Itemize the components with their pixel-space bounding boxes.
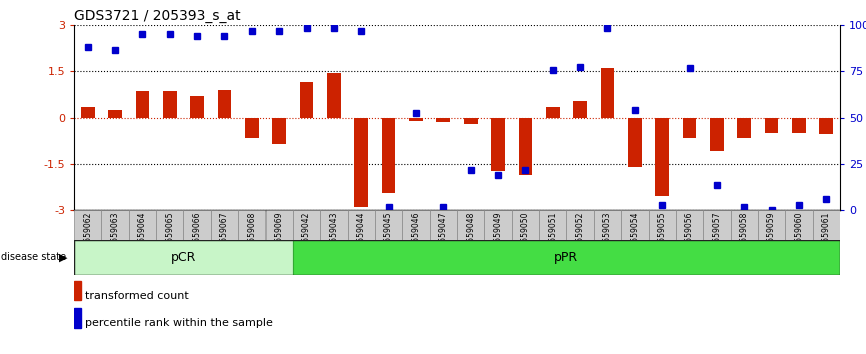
Text: GSM559064: GSM559064 bbox=[138, 211, 147, 258]
Text: GDS3721 / 205393_s_at: GDS3721 / 205393_s_at bbox=[74, 8, 241, 23]
Bar bbox=[300, 82, 313, 118]
Bar bbox=[539, 210, 566, 240]
Bar bbox=[74, 240, 293, 275]
Bar bbox=[573, 101, 587, 118]
Text: GSM559059: GSM559059 bbox=[767, 211, 776, 258]
Bar bbox=[491, 118, 505, 171]
Bar bbox=[293, 210, 320, 240]
Bar bbox=[409, 118, 423, 121]
Bar bbox=[217, 90, 231, 118]
Bar bbox=[731, 210, 758, 240]
Bar bbox=[436, 118, 450, 122]
Bar bbox=[74, 281, 81, 300]
Text: pPR: pPR bbox=[554, 251, 578, 264]
Bar bbox=[703, 210, 731, 240]
Text: GSM559065: GSM559065 bbox=[165, 211, 174, 258]
Bar bbox=[74, 210, 101, 240]
Bar bbox=[184, 210, 210, 240]
Bar bbox=[293, 240, 840, 275]
Bar bbox=[347, 210, 375, 240]
Text: GSM559062: GSM559062 bbox=[83, 211, 92, 258]
Bar bbox=[327, 73, 340, 118]
Bar bbox=[621, 210, 649, 240]
Bar bbox=[403, 210, 430, 240]
Text: GSM559049: GSM559049 bbox=[494, 211, 502, 258]
Text: disease state: disease state bbox=[1, 252, 66, 263]
Text: GSM559061: GSM559061 bbox=[822, 211, 830, 258]
Text: transformed count: transformed count bbox=[86, 291, 189, 301]
Text: GSM559042: GSM559042 bbox=[302, 211, 311, 258]
Text: GSM559047: GSM559047 bbox=[439, 211, 448, 258]
Text: GSM559044: GSM559044 bbox=[357, 211, 365, 258]
Text: GSM559060: GSM559060 bbox=[794, 211, 804, 258]
Bar bbox=[649, 210, 675, 240]
Text: GSM559046: GSM559046 bbox=[411, 211, 421, 258]
Text: GSM559069: GSM559069 bbox=[275, 211, 284, 258]
Text: GSM559055: GSM559055 bbox=[657, 211, 667, 258]
Bar bbox=[594, 210, 621, 240]
Text: GSM559068: GSM559068 bbox=[248, 211, 256, 258]
Bar bbox=[354, 118, 368, 207]
Bar bbox=[191, 96, 204, 118]
Bar bbox=[601, 68, 614, 118]
Bar bbox=[129, 210, 156, 240]
Bar bbox=[464, 118, 477, 124]
Bar bbox=[382, 118, 396, 193]
Bar bbox=[457, 210, 484, 240]
Text: GSM559058: GSM559058 bbox=[740, 211, 749, 258]
Text: GSM559056: GSM559056 bbox=[685, 211, 694, 258]
Bar bbox=[812, 210, 840, 240]
Text: GSM559051: GSM559051 bbox=[548, 211, 557, 258]
Bar bbox=[238, 210, 266, 240]
Bar bbox=[81, 107, 94, 118]
Bar bbox=[682, 118, 696, 138]
Text: GSM559066: GSM559066 bbox=[192, 211, 202, 258]
Text: GSM559067: GSM559067 bbox=[220, 211, 229, 258]
Bar bbox=[758, 210, 785, 240]
Bar bbox=[245, 118, 259, 138]
Bar bbox=[101, 210, 129, 240]
Bar bbox=[546, 107, 559, 118]
Bar bbox=[210, 210, 238, 240]
Bar bbox=[484, 210, 512, 240]
Bar bbox=[375, 210, 403, 240]
Bar bbox=[156, 210, 184, 240]
Bar bbox=[320, 210, 347, 240]
Text: GSM559054: GSM559054 bbox=[630, 211, 639, 258]
Bar bbox=[108, 110, 122, 118]
Bar bbox=[628, 118, 642, 167]
Text: percentile rank within the sample: percentile rank within the sample bbox=[86, 318, 273, 328]
Text: GSM559045: GSM559045 bbox=[385, 211, 393, 258]
Bar bbox=[519, 118, 533, 175]
Text: pCR: pCR bbox=[171, 251, 196, 264]
Text: GSM559063: GSM559063 bbox=[111, 211, 120, 258]
Bar bbox=[765, 118, 779, 133]
Text: GSM559057: GSM559057 bbox=[713, 211, 721, 258]
Bar bbox=[819, 118, 833, 135]
Text: GSM559043: GSM559043 bbox=[329, 211, 339, 258]
Bar bbox=[566, 210, 594, 240]
Bar bbox=[710, 118, 724, 152]
Bar bbox=[512, 210, 539, 240]
Text: GSM559048: GSM559048 bbox=[466, 211, 475, 258]
Bar bbox=[272, 118, 286, 144]
Bar bbox=[136, 91, 149, 118]
Bar bbox=[675, 210, 703, 240]
Bar bbox=[430, 210, 457, 240]
Bar bbox=[163, 91, 177, 118]
Bar bbox=[266, 210, 293, 240]
Bar bbox=[792, 118, 805, 133]
Bar bbox=[785, 210, 812, 240]
Bar bbox=[738, 118, 751, 138]
Text: GSM559050: GSM559050 bbox=[520, 211, 530, 258]
Text: ▶: ▶ bbox=[59, 252, 67, 263]
Text: GSM559052: GSM559052 bbox=[576, 211, 585, 258]
Text: GSM559053: GSM559053 bbox=[603, 211, 612, 258]
Bar bbox=[74, 308, 81, 327]
Bar bbox=[656, 118, 669, 196]
